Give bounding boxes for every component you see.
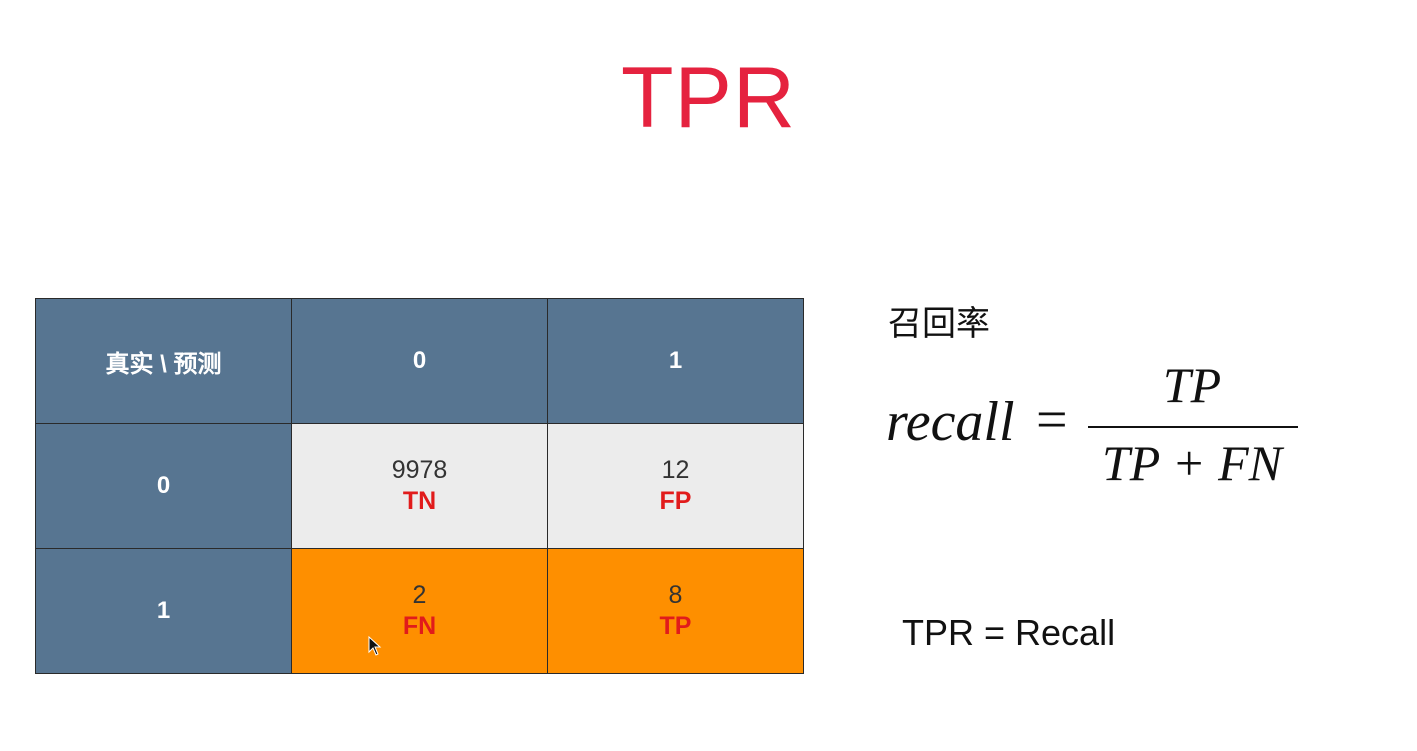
recall-chinese-label: 召回率 (888, 304, 990, 344)
slide-title: TPR (621, 50, 796, 146)
fp-cell: 12 FP (547, 423, 804, 549)
tn-value: 9978 (391, 456, 448, 484)
mouse-pointer-icon (368, 636, 382, 656)
formula-equals: = (1036, 389, 1068, 451)
tp-cell: 8 TP (547, 548, 804, 674)
fp-label: FP (659, 487, 692, 515)
fn-label: FN (402, 612, 437, 640)
tp-label: TP (659, 612, 692, 640)
recall-formula: recall = TP TP + FN (886, 357, 1306, 502)
formula-numerator: TP (1162, 357, 1222, 413)
tpr-equals-recall: TPR = Recall (902, 612, 1116, 653)
tn-cell: 9978 TN (291, 423, 548, 549)
predicted-1-header: 1 (547, 298, 804, 424)
tp-value: 8 (668, 581, 683, 609)
fn-value: 2 (412, 581, 427, 609)
actual-0-header: 0 (35, 423, 292, 549)
matrix-row-actual-1: 1 2 FN 8 TP (35, 548, 804, 674)
fp-value: 12 (661, 456, 690, 484)
fn-cell: 2 FN (291, 548, 548, 674)
tn-label: TN (402, 487, 437, 515)
matrix-corner-header: 真实 \ 预测 (35, 298, 292, 424)
actual-1-header: 1 (35, 548, 292, 674)
formula-lhs: recall (886, 391, 1015, 453)
matrix-row-actual-0: 0 9978 TN 12 FP (35, 423, 804, 549)
formula-denominator: TP + FN (1101, 435, 1283, 491)
matrix-header-row: 真实 \ 预测 0 1 (35, 298, 804, 424)
predicted-0-header: 0 (291, 298, 548, 424)
confusion-matrix: 真实 \ 预测 0 1 0 9978 TN 12 FP 1 2 FN 8 TP (35, 298, 804, 674)
fraction-bar (1088, 426, 1298, 428)
